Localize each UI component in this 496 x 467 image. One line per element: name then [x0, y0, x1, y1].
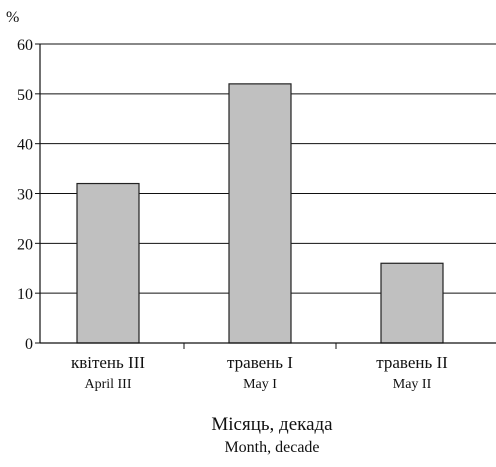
x-tick-label: квітень III: [71, 353, 145, 372]
x-axis-title: Місяць, декада: [211, 414, 333, 435]
bar: [380, 262, 444, 344]
bar: [76, 182, 140, 344]
y-tick-label: 60: [17, 37, 33, 54]
y-tick-label: 50: [17, 87, 33, 104]
x-tick-sublabel: May II: [393, 377, 432, 392]
y-tick-label: 30: [17, 187, 33, 204]
x-tick-label: травень II: [376, 353, 448, 372]
x-tick-label: травень I: [227, 353, 293, 372]
x-axis-subtitle: Month, decade: [224, 439, 319, 456]
y-tick-label: 40: [17, 137, 33, 154]
y-tick-label: 0: [25, 336, 33, 353]
y-tick-label: 10: [17, 286, 33, 303]
x-tick-sublabel: April III: [84, 377, 131, 392]
axes: [35, 43, 496, 349]
labels: % Місяць, декада Month, decade 0 10 20 30 40…: [6, 9, 448, 456]
y-tick-label: 20: [17, 236, 33, 253]
y-unit-label: %: [6, 9, 19, 26]
bars: [76, 83, 444, 344]
x-tick-sublabel: May I: [243, 377, 277, 392]
bar: [228, 83, 292, 344]
